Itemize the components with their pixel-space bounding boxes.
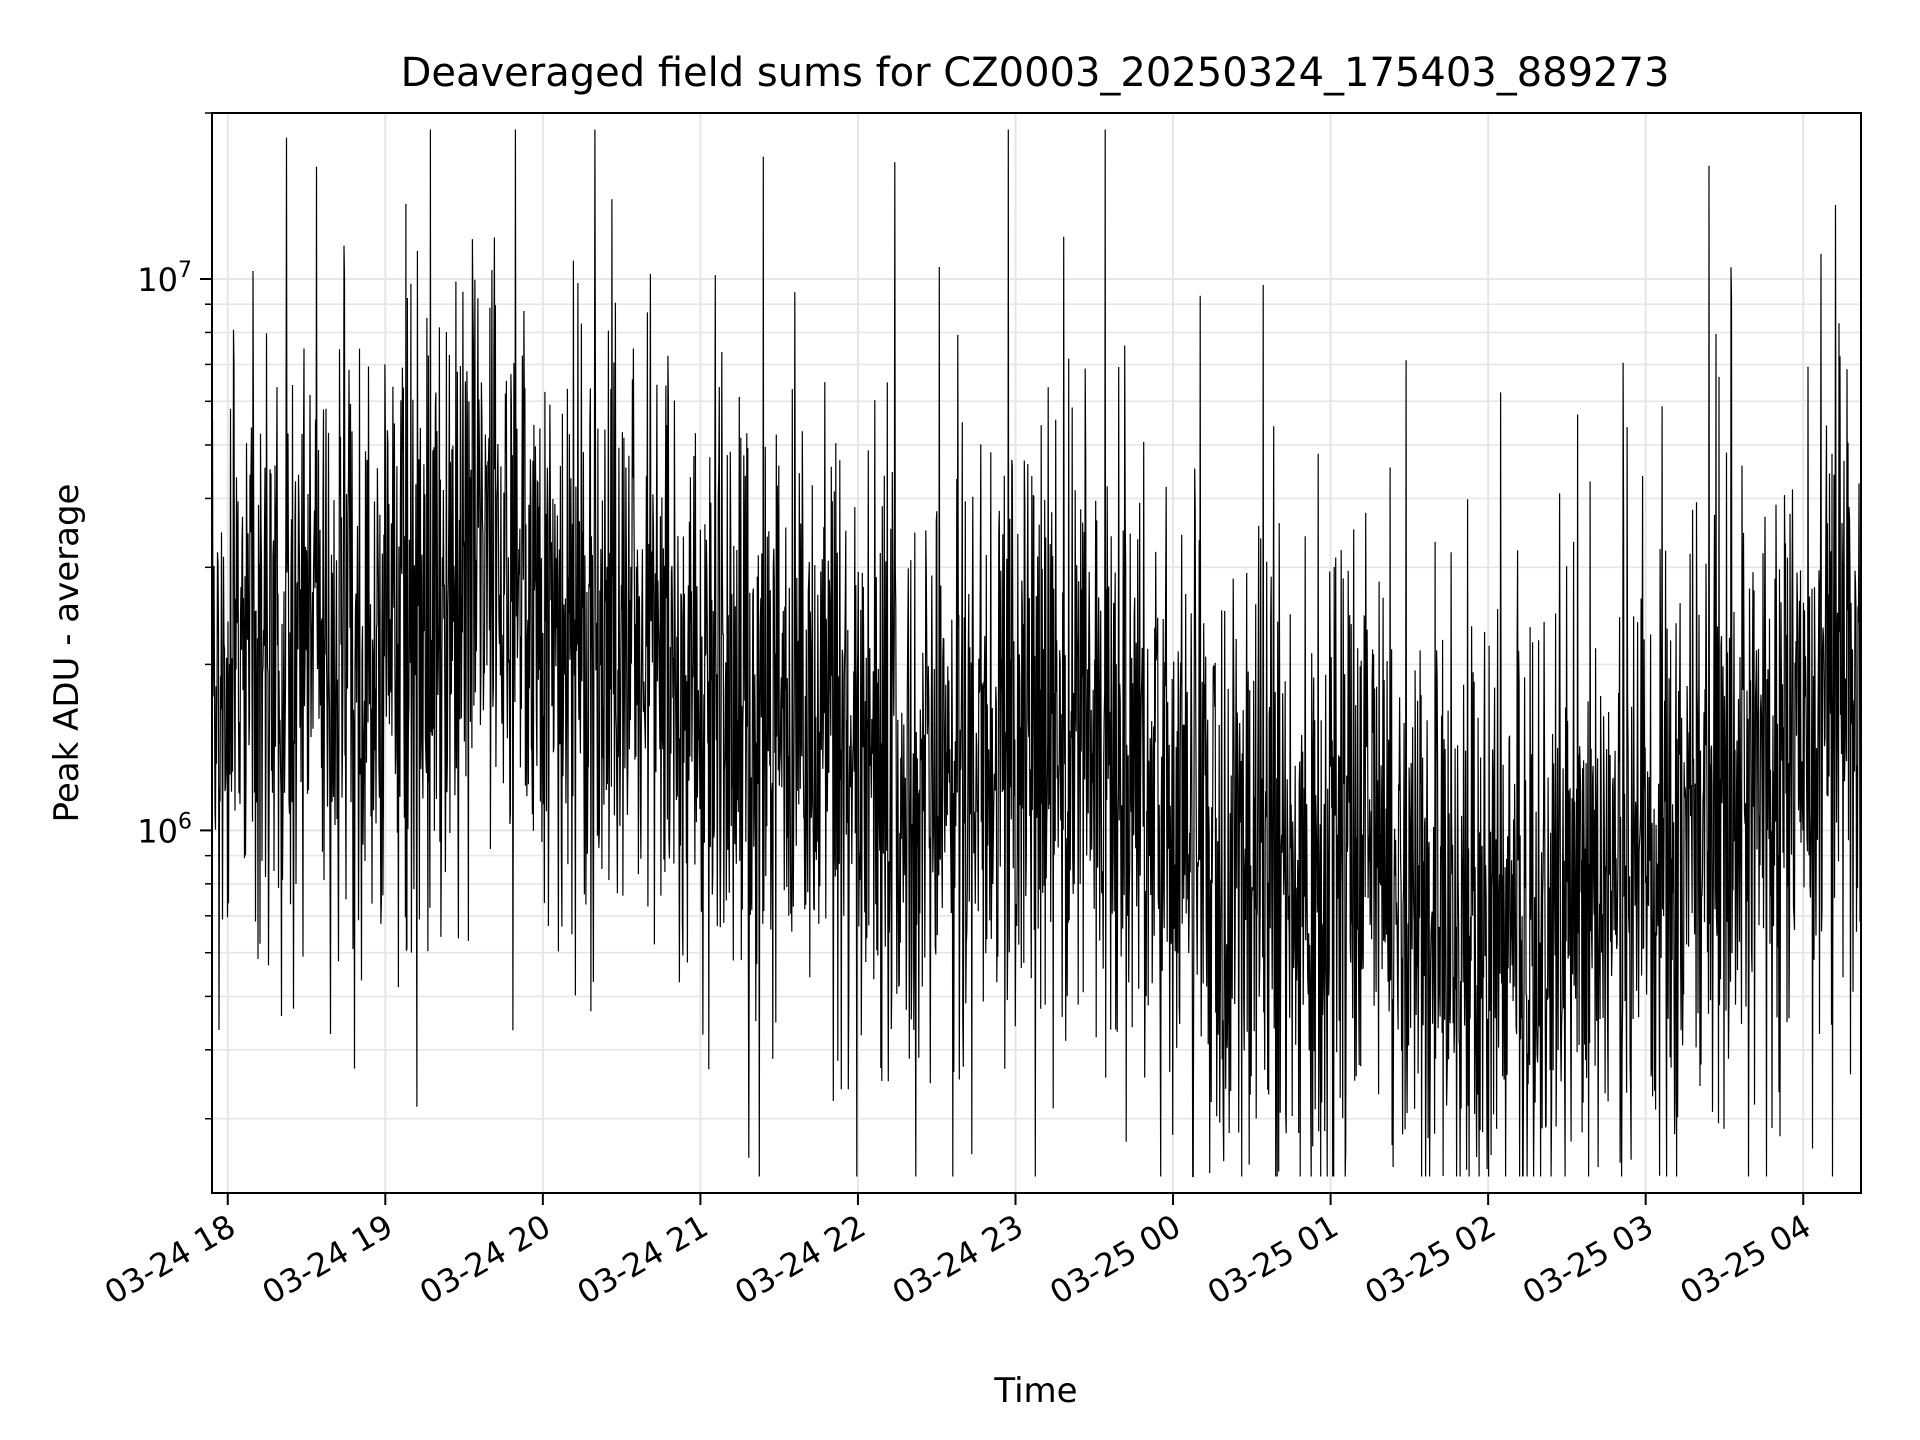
x-tick-label: 03-25 01: [1201, 1207, 1345, 1312]
x-tick-label: 03-24 18: [98, 1207, 242, 1312]
x-tick-label: 03-25 04: [1674, 1207, 1818, 1312]
x-tick-label: 03-25 00: [1043, 1207, 1187, 1312]
plot-frame: [211, 112, 1862, 1194]
x-axis: 03-24 18 03-24 19 03-24 20 03-24 21 03-24 22…: [98, 1193, 1817, 1312]
y-tick-label: 106: [137, 809, 192, 850]
x-tick-label: 03-24 23: [886, 1207, 1030, 1312]
y-axis-label: Peak ADU - average: [47, 484, 87, 823]
plot-area: [211, 129, 1862, 1178]
x-tick-label: 03-25 03: [1516, 1207, 1660, 1312]
x-tick-label: 03-24 19: [256, 1207, 400, 1312]
x-tick-label: 03-24 20: [413, 1207, 557, 1312]
series-line: [211, 129, 1862, 1178]
x-tick-label: 03-24 22: [728, 1207, 872, 1312]
y-axis: 106 107: [137, 112, 212, 1120]
y-tick-label: 107: [137, 258, 192, 299]
x-tick-label: 03-25 02: [1359, 1207, 1503, 1312]
x-tick-label: 03-24 21: [571, 1207, 715, 1312]
x-axis-label: Time: [993, 1371, 1077, 1411]
chart-title: Deaveraged field sums for CZ0003_2025032…: [401, 50, 1670, 96]
